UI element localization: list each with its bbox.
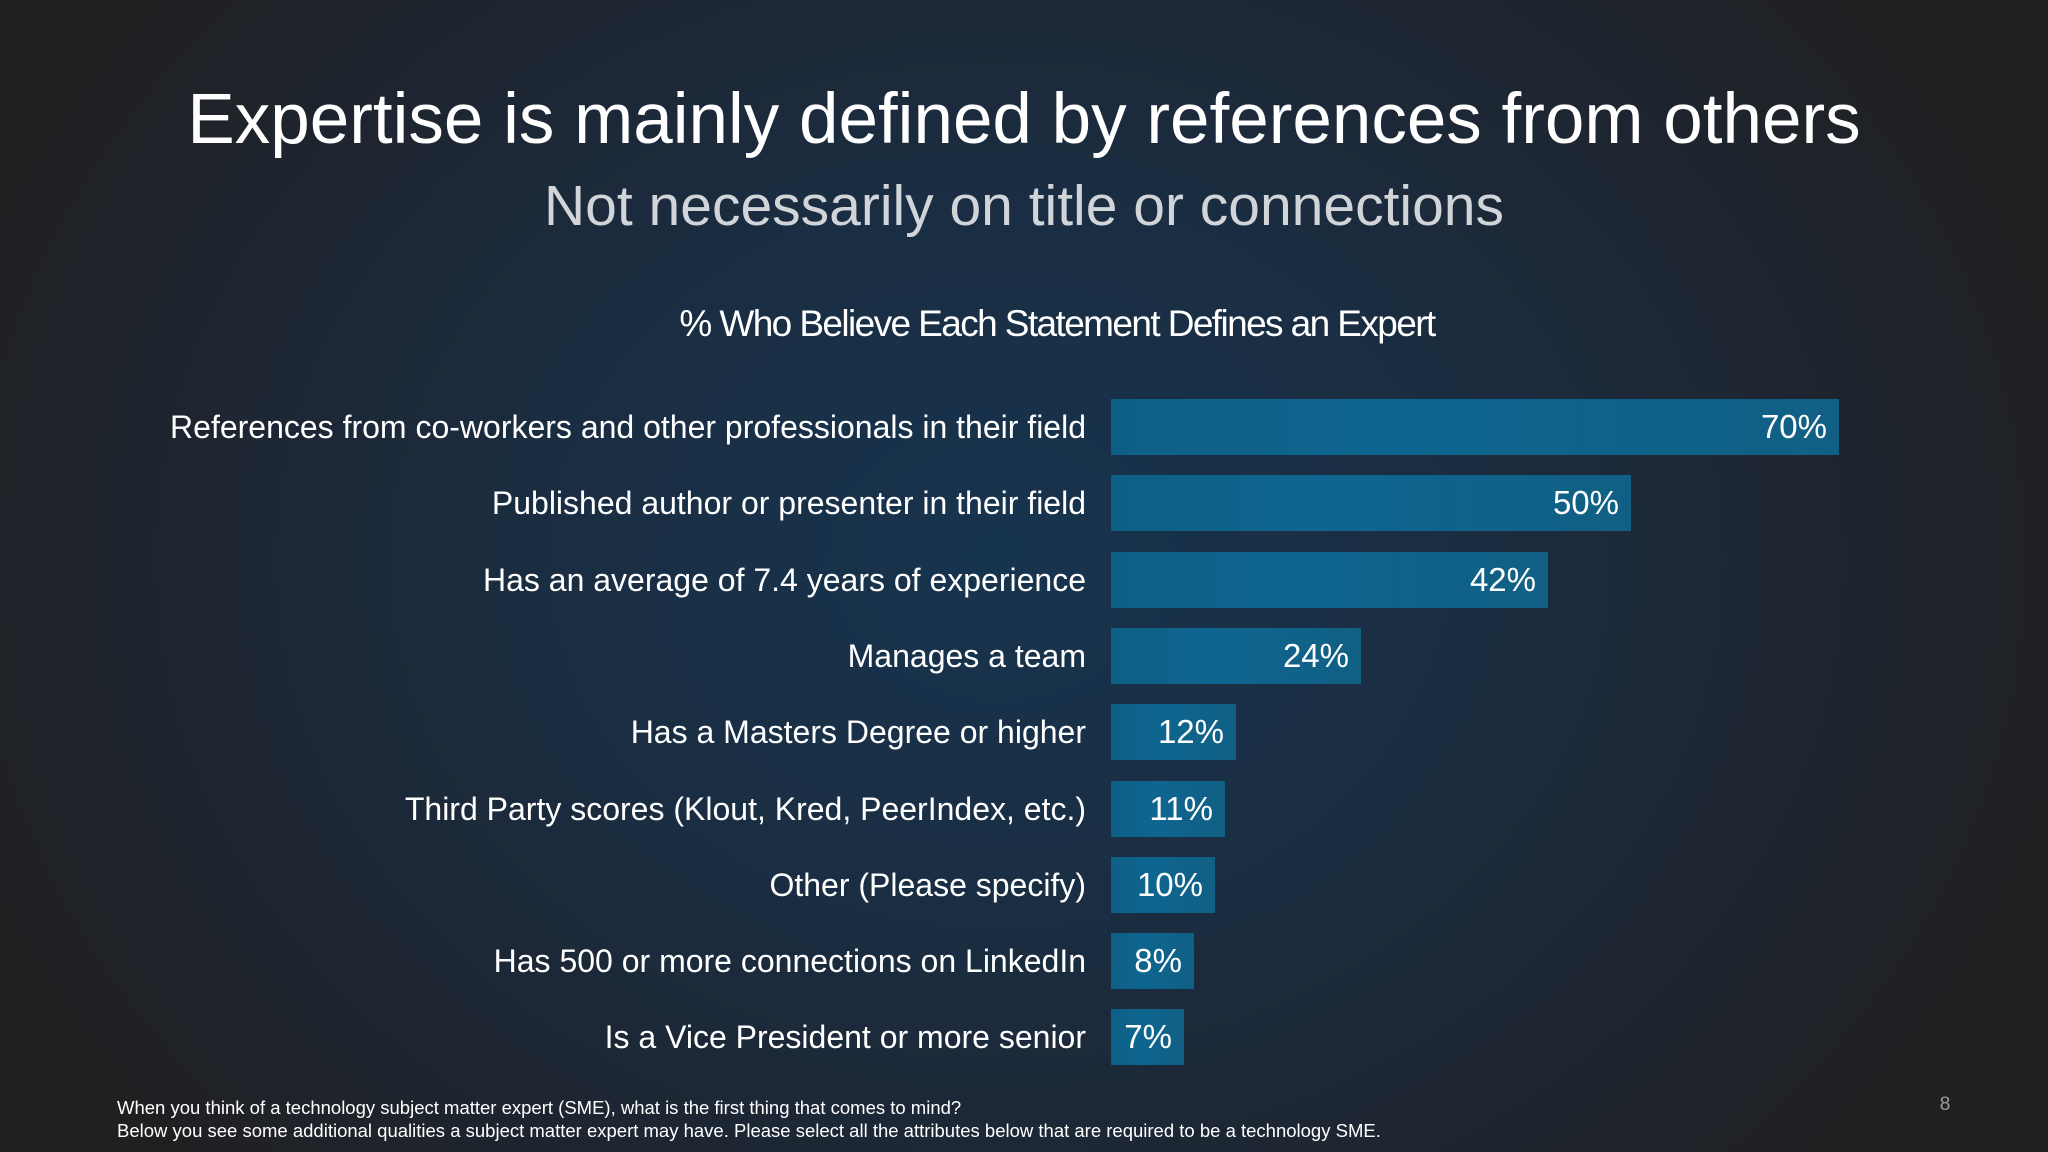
- category-label: Other (Please specify): [769, 866, 1086, 903]
- bar-value-label: 42%: [1469, 560, 1536, 598]
- category-label: Has a Masters Degree or higher: [630, 714, 1086, 751]
- category-label: Published author or presenter in their f…: [491, 485, 1086, 522]
- bar: 11%: [1111, 780, 1225, 837]
- bar-row: Is a Vice President or more senior 7%: [0, 1009, 2048, 1066]
- slide-subtitle: Not necessarily on title or connections: [544, 174, 1504, 238]
- bar-value-label: 24%: [1282, 636, 1349, 674]
- category-label: Has an average of 7.4 years of experienc…: [482, 561, 1086, 598]
- page-number: 8: [1939, 1094, 1951, 1115]
- slide-title: Expertise is mainly defined by reference…: [187, 80, 1861, 159]
- bar-value-label: 7%: [1124, 1018, 1172, 1056]
- bar-row: Has a Masters Degree or higher 12%: [0, 704, 2048, 761]
- bar-row: Other (Please specify) 10%: [0, 856, 2048, 913]
- bar-row: Manages a team 24%: [0, 627, 2048, 684]
- bar-value-label: 10%: [1136, 865, 1203, 903]
- category-label: Third Party scores (Klout, Kred, PeerInd…: [404, 790, 1086, 827]
- bar: 50%: [1111, 475, 1631, 532]
- bar: 24%: [1111, 627, 1361, 684]
- bar-value-label: 11%: [1149, 789, 1213, 827]
- footnote-line-2: Below you see some additional qualities …: [117, 1120, 1381, 1141]
- bar: 70%: [1111, 399, 1839, 455]
- bar-row: Has an average of 7.4 years of experienc…: [0, 551, 2048, 608]
- bar-row: Has 500 or more connections on LinkedIn 8…: [0, 933, 2048, 990]
- survey-question-footnote: When you think of a technology subject m…: [117, 1096, 1381, 1142]
- bar: 10%: [1111, 856, 1215, 913]
- category-label: References from co-workers and other pro…: [170, 409, 1086, 445]
- bar-value-label: 70%: [1760, 408, 1827, 445]
- bar-row: References from co-workers and other pro…: [0, 399, 2048, 455]
- bar-value-label: 50%: [1552, 484, 1619, 522]
- category-label: Manages a team: [847, 637, 1086, 674]
- bar-row: Published author or presenter in their f…: [0, 475, 2048, 532]
- bar: 8%: [1111, 933, 1194, 990]
- bar: 7%: [1111, 1009, 1184, 1066]
- footnote-line-1: When you think of a technology subject m…: [117, 1097, 962, 1118]
- category-label: Is a Vice President or more senior: [604, 1019, 1086, 1056]
- bar-row: Third Party scores (Klout, Kred, PeerInd…: [0, 780, 2048, 837]
- bar-value-label: 8%: [1134, 942, 1182, 980]
- bar: 42%: [1111, 551, 1548, 608]
- bar: 12%: [1111, 704, 1236, 761]
- bar-value-label: 12%: [1157, 713, 1224, 751]
- chart-title: % Who Believe Each Statement Defines an …: [679, 303, 1436, 344]
- category-label: Has 500 or more connections on LinkedIn: [493, 943, 1086, 980]
